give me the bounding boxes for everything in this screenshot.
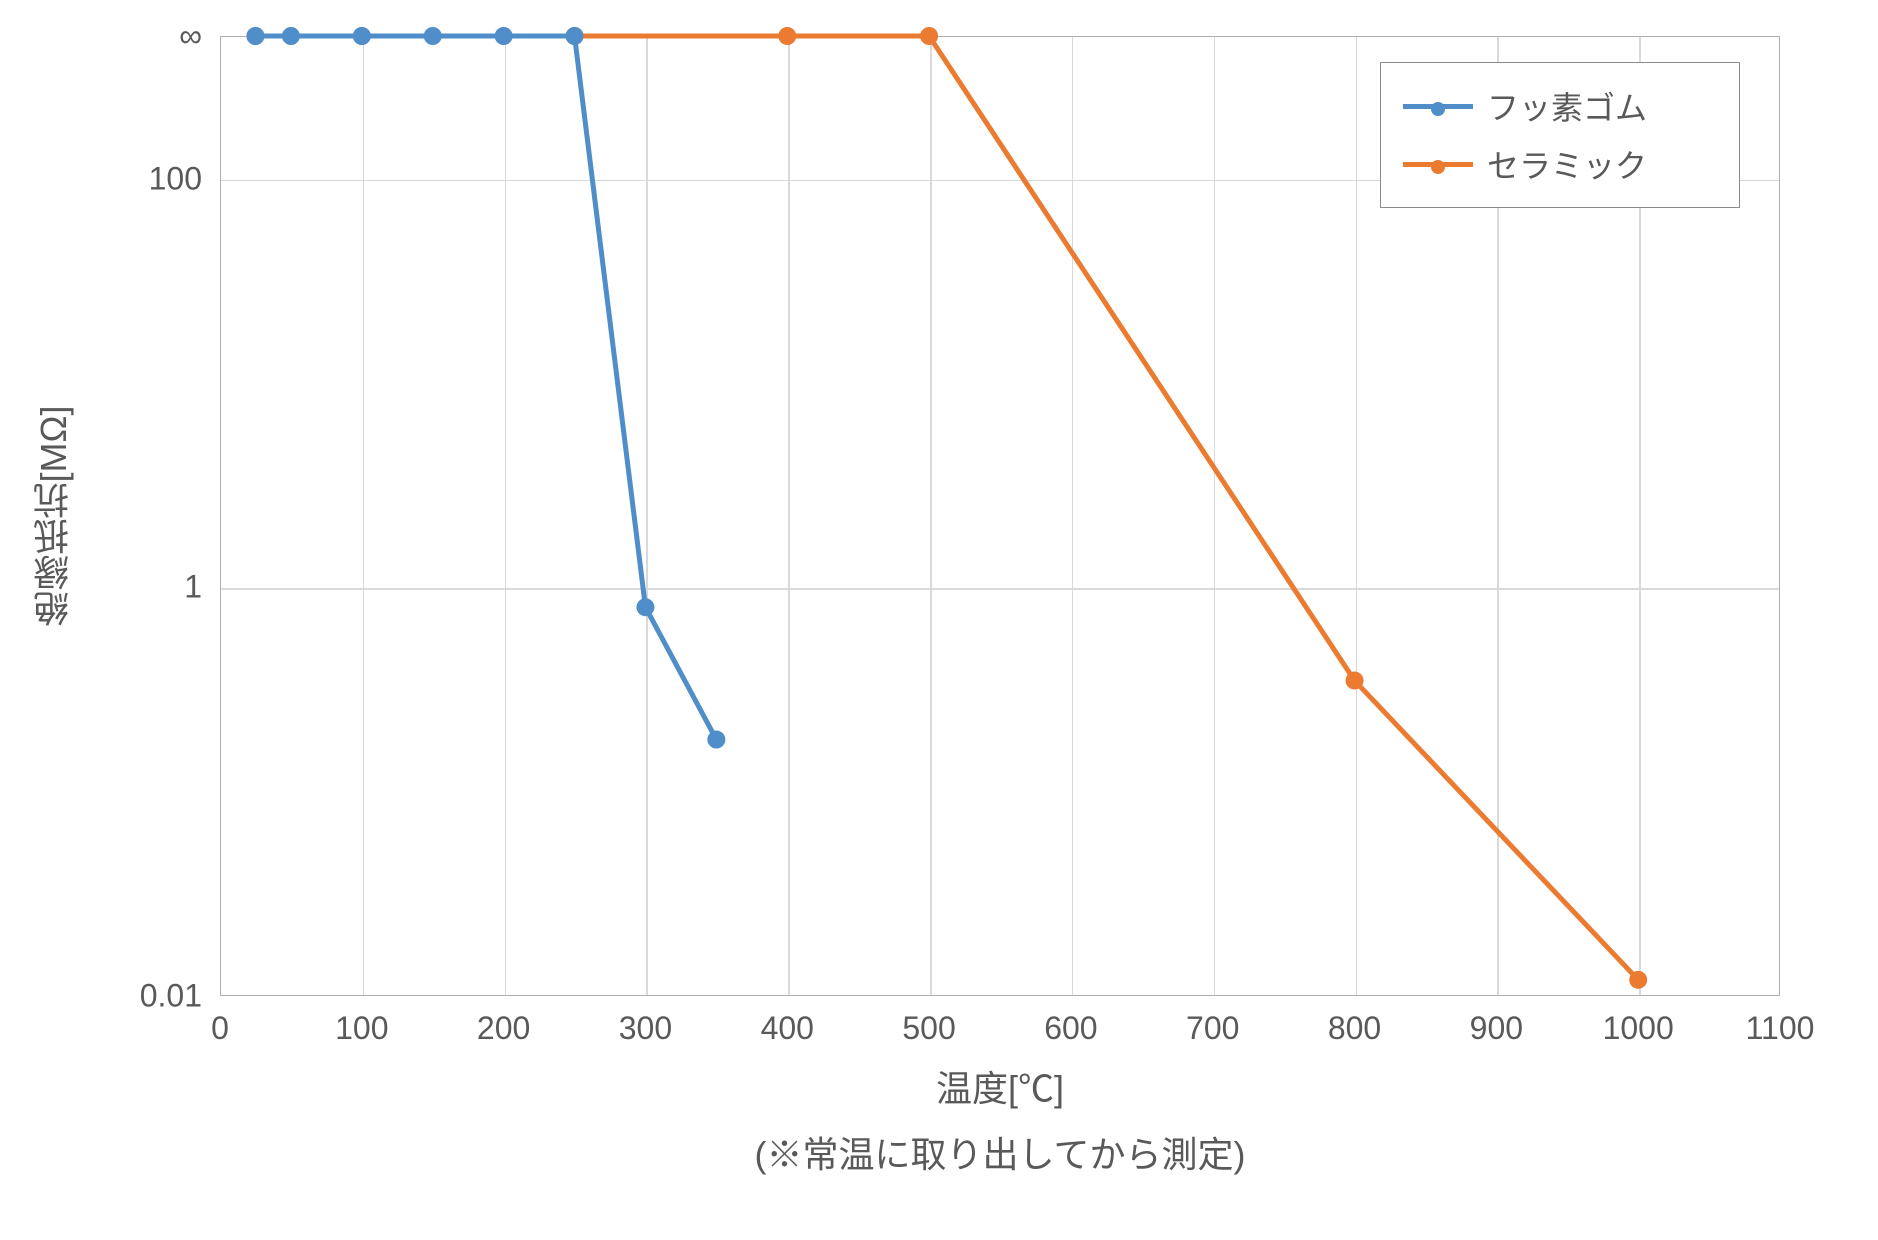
legend-swatch: [1403, 104, 1473, 109]
x-tick-label: 200: [477, 1010, 530, 1047]
chart-note: (※常温に取り出してから測定): [755, 1126, 1246, 1178]
legend-label: フッ素ゴム: [1487, 83, 1647, 129]
x-tick-label: 100: [335, 1010, 388, 1047]
x-tick-label: 300: [619, 1010, 672, 1047]
series-marker: [246, 27, 264, 45]
legend: フッ素ゴムセラミック: [1380, 62, 1740, 208]
x-tick-label: 600: [1044, 1010, 1097, 1047]
series-marker: [920, 27, 938, 45]
x-tick-label: 800: [1328, 1010, 1381, 1047]
y-tick-label: 1: [184, 569, 220, 606]
x-tick-label: 1000: [1603, 1010, 1674, 1047]
series-line: [255, 36, 716, 740]
series-marker: [636, 598, 654, 616]
series-marker: [1629, 971, 1647, 989]
y-tick-label: ∞: [179, 18, 220, 55]
series-marker: [495, 27, 513, 45]
y-axis-label: 絶縁抵抗[MΩ]: [28, 406, 80, 627]
series-marker: [282, 27, 300, 45]
y-tick-label: 100: [149, 160, 220, 197]
legend-item: フッ素ゴム: [1403, 77, 1717, 135]
x-tick-label: 400: [761, 1010, 814, 1047]
x-tick-label: 900: [1470, 1010, 1523, 1047]
legend-item: セラミック: [1403, 135, 1717, 193]
series-marker: [707, 731, 725, 749]
x-axis-label: 温度[℃]: [936, 1060, 1064, 1112]
y-tick-label: 0.01: [140, 978, 220, 1015]
legend-label: セラミック: [1487, 141, 1647, 187]
series-marker: [353, 27, 371, 45]
series-marker: [566, 27, 584, 45]
x-tick-label: 1100: [1746, 1010, 1815, 1047]
x-tick-label: 700: [1186, 1010, 1239, 1047]
x-tick-label: 500: [902, 1010, 955, 1047]
legend-swatch: [1403, 162, 1473, 167]
series-marker: [424, 27, 442, 45]
series-marker: [778, 27, 796, 45]
series-marker: [1346, 672, 1364, 690]
x-tick-label: 0: [211, 1010, 229, 1047]
